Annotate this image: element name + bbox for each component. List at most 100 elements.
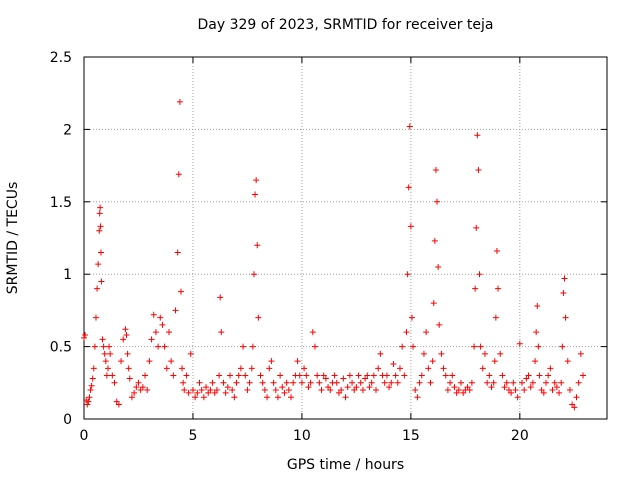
data-point <box>220 379 227 386</box>
data-point <box>432 166 439 173</box>
x-tick-label: 15 <box>402 428 420 444</box>
data-point <box>261 387 268 394</box>
data-point <box>270 379 277 386</box>
data-point <box>440 365 447 372</box>
data-point <box>466 387 473 394</box>
data-point <box>103 372 110 379</box>
data-point <box>259 379 266 386</box>
data-point <box>577 350 584 357</box>
y-axis-label: SRMTID / TECUs <box>5 181 21 295</box>
data-point <box>333 379 340 386</box>
data-point <box>222 389 229 396</box>
data-point <box>429 358 436 365</box>
data-point <box>442 372 449 379</box>
data-point <box>207 387 214 394</box>
data-point <box>499 372 506 379</box>
data-point <box>403 329 410 336</box>
data-point <box>111 379 118 386</box>
data-point <box>435 263 442 270</box>
data-point <box>217 294 224 301</box>
data-point <box>412 387 419 394</box>
data-point <box>580 372 587 379</box>
y-tick-label: 0.5 <box>50 340 72 356</box>
data-point <box>268 358 275 365</box>
data-point <box>124 350 131 357</box>
y-tick-label: 1 <box>63 267 72 283</box>
data-point <box>133 384 140 391</box>
data-point <box>303 372 310 379</box>
data-point <box>318 387 325 394</box>
data-point <box>272 387 279 394</box>
data-point <box>92 314 99 321</box>
data-point <box>547 365 554 372</box>
data-point <box>253 177 260 184</box>
data-point <box>423 329 430 336</box>
data-point <box>150 311 157 318</box>
data-point <box>388 379 395 386</box>
data-point <box>436 321 443 328</box>
data-point <box>95 261 102 268</box>
data-point <box>364 372 371 379</box>
data-point <box>406 123 413 130</box>
data-point <box>549 387 556 394</box>
data-point <box>399 343 406 350</box>
data-point <box>237 365 244 372</box>
data-point <box>447 379 454 386</box>
data-point <box>189 387 196 394</box>
data-point <box>349 379 356 386</box>
data-point <box>97 249 104 256</box>
data-point <box>298 379 305 386</box>
data-point <box>472 285 479 292</box>
data-point <box>430 300 437 307</box>
data-point <box>244 387 251 394</box>
data-point <box>383 372 390 379</box>
data-point <box>533 329 540 336</box>
data-point <box>254 242 261 249</box>
data-point <box>146 358 153 365</box>
data-point <box>309 329 316 336</box>
data-point <box>196 379 203 386</box>
data-point <box>493 248 500 255</box>
data-point <box>183 372 190 379</box>
y-tick-label: 1.5 <box>50 195 72 211</box>
data-point <box>316 379 323 386</box>
data-point <box>100 343 107 350</box>
data-point <box>97 204 104 211</box>
data-point <box>484 379 491 386</box>
data-point <box>96 227 103 234</box>
data-point <box>194 389 201 396</box>
data-point <box>252 191 259 198</box>
data-point <box>283 379 290 386</box>
data-point <box>175 171 182 178</box>
data-point <box>255 314 262 321</box>
data-point <box>142 372 149 379</box>
data-point <box>416 379 423 386</box>
data-point <box>521 387 528 394</box>
data-point <box>346 372 353 379</box>
data-point <box>106 343 113 350</box>
data-point <box>144 387 151 394</box>
data-point <box>107 350 114 357</box>
data-point <box>314 372 321 379</box>
data-point <box>84 401 91 408</box>
data-point <box>305 384 312 391</box>
data-point <box>248 365 255 372</box>
plot-frame <box>83 56 608 420</box>
data-point <box>492 314 499 321</box>
data-point <box>249 343 256 350</box>
data-point <box>88 382 95 389</box>
data-point <box>392 372 399 379</box>
data-point <box>535 343 542 350</box>
data-point <box>98 278 105 285</box>
data-point <box>510 379 517 386</box>
x-tick-label: 0 <box>80 428 89 444</box>
data-point <box>390 360 397 367</box>
data-point <box>85 398 92 405</box>
data-point <box>174 249 181 256</box>
data-point <box>229 387 236 394</box>
data-point <box>527 384 534 391</box>
data-point <box>155 343 162 350</box>
data-point <box>172 307 179 314</box>
data-point <box>508 389 515 396</box>
